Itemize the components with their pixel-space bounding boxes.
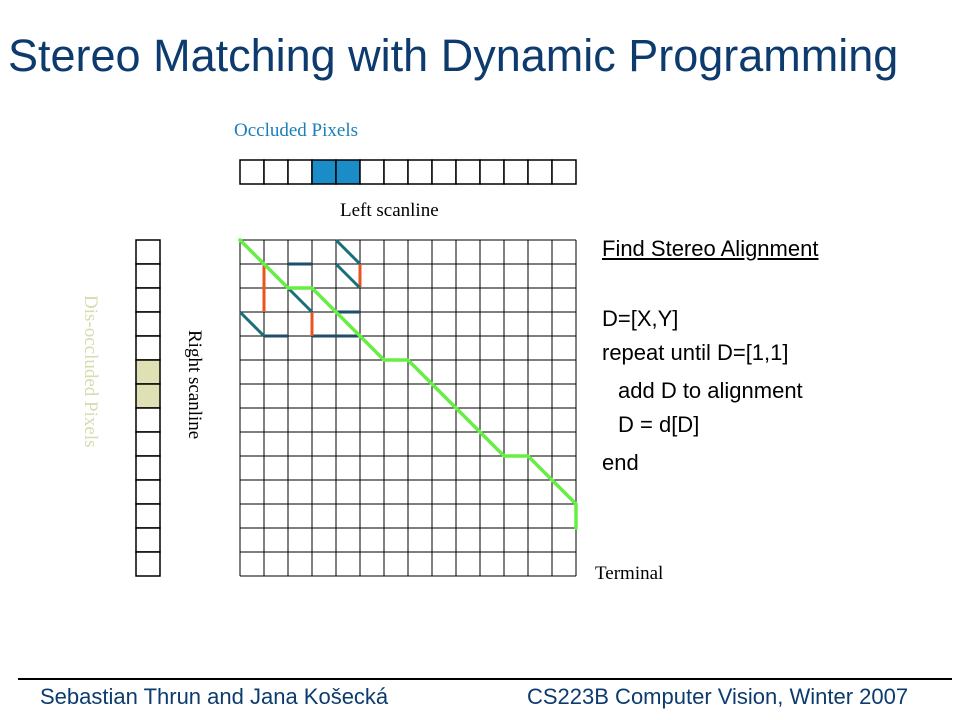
slide-title: Stereo Matching with Dynamic Programming	[8, 30, 899, 81]
footer-divider	[18, 678, 952, 680]
left-scanline-cell	[383, 159, 409, 185]
optimal-path-line	[238, 238, 578, 530]
left-scanline-cell	[527, 159, 553, 185]
left-scanline-cell	[431, 159, 457, 185]
right-scanline-cell	[135, 239, 161, 265]
occluded-pixel-cell	[311, 159, 337, 185]
occluded-pixels-label: Occluded Pixels	[234, 120, 359, 141]
match-edge-diagonal	[238, 310, 266, 338]
left-scanline-cell	[455, 159, 481, 185]
footer-authors: Sebastian Thrun and Jana Košecká	[40, 684, 389, 709]
left-scanline-cell	[263, 159, 289, 185]
left-scanline-strip	[239, 159, 577, 185]
left-scanline-cell	[359, 159, 385, 185]
right-scanline-cell	[135, 287, 161, 313]
right-scanline-cell	[135, 311, 161, 337]
occluded-pixel-cell	[335, 159, 361, 185]
right-scanline-cell	[135, 335, 161, 361]
algorithm-line: D = d[D]	[618, 412, 700, 437]
right-scanline-cell	[135, 431, 161, 457]
right-scanline-cell	[135, 263, 161, 289]
right-scanline-cell	[135, 407, 161, 433]
left-scanline-cell	[479, 159, 505, 185]
match-edge-diagonal	[334, 262, 362, 290]
match-edge-diagonal	[286, 286, 314, 314]
left-scanline-cell	[407, 159, 433, 185]
left-scanline-cell	[239, 159, 265, 185]
match-edge-diagonal	[334, 238, 362, 266]
left-scanline-label: Left scanline	[340, 200, 439, 221]
right-scanline-cell	[135, 527, 161, 553]
footer-course: CS223B Computer Vision, Winter 2007	[527, 684, 909, 709]
disoccluded-pixel-cell	[135, 359, 161, 385]
algorithm-line: end	[602, 450, 639, 475]
algorithm-line: add D to alignment	[618, 378, 803, 403]
disoccluded-pixel-cell	[135, 383, 161, 409]
algorithm-line: D=[X,Y]	[602, 306, 679, 331]
right-scanline-cell	[135, 551, 161, 577]
optimal-path	[238, 238, 578, 530]
right-scanline-cell	[135, 479, 161, 505]
algorithm-heading: Find Stereo Alignment	[602, 236, 819, 261]
left-scanline-cell	[287, 159, 313, 185]
left-scanline-cell	[551, 159, 577, 185]
terminal-label: Terminal	[595, 563, 664, 584]
algorithm-line: repeat until D=[1,1]	[602, 340, 789, 365]
left-scanline-cell	[503, 159, 529, 185]
right-scanline-cell	[135, 455, 161, 481]
right-scanline-cell	[135, 503, 161, 529]
right-scanline-strip	[135, 239, 161, 577]
